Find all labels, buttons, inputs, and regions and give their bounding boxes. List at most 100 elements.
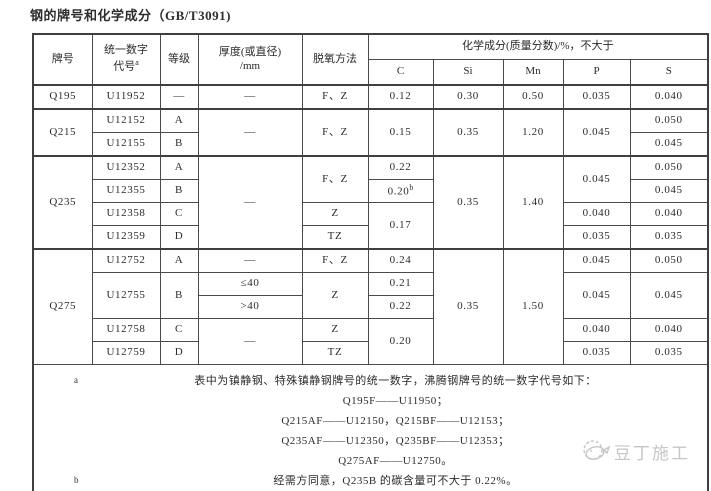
footnote-a-marker: a (74, 375, 78, 385)
table-row: U12759 D TZ 0.035 0.035 (33, 341, 709, 365)
footnote-line: Q235AF——U12350，Q235BF——U12353； (281, 435, 510, 447)
table-cell: — (159, 84, 199, 110)
table-cell: U12755 (91, 272, 161, 319)
table-cell: 0.50 (502, 84, 564, 110)
table-cell: 0.040 (629, 318, 709, 342)
table-cell: Q215 (32, 108, 93, 157)
table-cell: U12358 (91, 202, 161, 226)
table-cell: B (159, 179, 199, 203)
table-cell: 0.045 (562, 155, 631, 203)
table-row: Q215 U12152 A — F、Z 0.15 0.35 1.20 0.045 0.050 (32, 108, 709, 157)
table-cell: 0.15 (367, 108, 434, 157)
chem-subheader-row: C Si Mn P S (33, 59, 709, 86)
page-title: 钢的牌号和化学成分（GB/T3091) (30, 8, 231, 23)
col-header-mn: Mn (502, 59, 564, 86)
table-cell: 0.035 (562, 225, 631, 250)
col-header-chem: 化学成分(质量分数)/%，不大于 (367, 33, 709, 60)
table-header: 牌号 统一数字 代号a 等级 厚度(或直径) /mm 脱氧方法 化学成分(质量分… (32, 33, 709, 86)
watermark-text: 豆丁施工 (614, 443, 690, 463)
table-cell: U11952 (91, 84, 161, 110)
table-cell: U12152 (91, 108, 161, 133)
table-cell: 0.035 (562, 84, 631, 110)
footnote-line: Q195F——U11950； (342, 395, 449, 407)
table-cell: 0.30 (432, 84, 504, 110)
table-cell: 0.050 (629, 248, 709, 273)
table-cell: 0.21 (367, 272, 434, 296)
footnote-b: b 经需方同意，Q235B 的碳含量可不大于 0.22%。 (68, 471, 699, 491)
footnote-a-lines: Q195F——U11950； Q215AF——U12150，Q215BF——U12… (92, 391, 699, 471)
table-cell: 0.040 (562, 318, 631, 342)
fish-logo-icon (583, 440, 610, 460)
footnote-cell: a 表中为镇静钢、特殊镇静钢牌号的统一数字，沸腾钢牌号的统一数字代号如下： Q1… (32, 364, 709, 491)
table-cell: 0.035 (562, 341, 631, 365)
table-cell: F、Z (301, 84, 369, 110)
table-cell: U12352 (91, 155, 161, 180)
table-row: >40 0.22 (33, 295, 708, 319)
table-cell: Z (301, 202, 369, 226)
table-cell: 0.20 (367, 318, 434, 365)
table-cell: TZ (301, 341, 369, 365)
col-header-c: C (367, 59, 434, 86)
table-row: Q275 U12752 A — F、Z 0.24 0.35 1.50 0.045 0.050 (32, 248, 709, 365)
table-cell: 0.20b (367, 179, 434, 203)
table-cell: 0.045 (562, 108, 631, 157)
col-header-code: 统一数字 代号a (91, 33, 161, 86)
footnote-ref-a: a (135, 58, 139, 68)
table-cell: A (159, 248, 199, 273)
table-row: U12355 B 0.20b 0.045 (33, 179, 709, 203)
table-body: Q195 U11952— — F、Z 0.12 0.30 0.50 0.035 0.040 Q21… (32, 84, 709, 365)
table-cell: U12759 (91, 341, 161, 365)
table-cell: 0.040 (629, 202, 709, 226)
col-header-s: S (629, 59, 709, 86)
table-cell: 0.040 (629, 84, 709, 110)
table-cell: F、Z (301, 155, 369, 203)
footnote-a: a 表中为镇静钢、特殊镇静钢牌号的统一数字，沸腾钢牌号的统一数字代号如下： Q1… (68, 371, 699, 471)
table-cell: 0.12 (367, 84, 434, 110)
footnote-ref-b: b (409, 182, 414, 192)
table-cell: 0.035 (629, 341, 709, 365)
col-header-p: P (562, 59, 631, 86)
table-cell: D (159, 341, 199, 365)
table-cell: Z (301, 272, 369, 319)
table-cell: >40 (197, 295, 303, 319)
table-row: Q235 U12352 A — F、Z 0.22 0.35 1.40 0.045 0.050 (32, 155, 709, 250)
table-cell: B (159, 272, 199, 319)
watermark: 豆丁施工 (580, 438, 690, 464)
col-header-deox: 脱氧方法 (301, 33, 369, 86)
table-row: Q195 U11952— — F、Z 0.12 0.30 0.50 0.035 0.040 (32, 84, 709, 110)
footnote-line: Q275AF——U12750。 (338, 455, 453, 467)
table-cell: ≤40 (197, 272, 303, 296)
steel-grades-table: 牌号 统一数字 代号a 等级 厚度(或直径) /mm 脱氧方法 化学成分(质量分… (32, 33, 709, 491)
table-cell: — (197, 318, 303, 365)
table-cell: U12359 (91, 225, 161, 250)
table-cell: 0.35 (432, 108, 504, 157)
table-cell: TZ (301, 225, 369, 250)
table-cell: 0.045 (562, 248, 631, 273)
table-cell: 0.24 (367, 248, 434, 273)
table-cell: — (197, 155, 303, 250)
table-cell: — (197, 248, 303, 273)
table-cell: 0.050 (629, 155, 709, 180)
table-cell: — (197, 84, 303, 110)
table-cell: F、Z (301, 108, 369, 157)
table-cell: 0.045 (629, 179, 709, 203)
table-cell: U12758 (91, 318, 161, 342)
table-cell: C (159, 202, 199, 226)
table-cell: 0.35 (432, 248, 504, 365)
table-cell: Q195 (32, 84, 93, 110)
table-cell: U12155 (91, 132, 161, 157)
table-cell: F、Z (301, 248, 369, 273)
table-row: U12358 C Z 0.17 0.040 0.040 (33, 202, 709, 250)
table-cell: 0.035 (629, 225, 709, 250)
table-cell: 0.040 (562, 202, 631, 226)
table-footnotes: a 表中为镇静钢、特殊镇静钢牌号的统一数字，沸腾钢牌号的统一数字代号如下： Q1… (32, 364, 709, 491)
footnote-a-text: 表中为镇静钢、特殊镇静钢牌号的统一数字，沸腾钢牌号的统一数字代号如下： (194, 375, 597, 387)
table-cell: U12752 (91, 248, 161, 273)
table-cell: A (159, 108, 199, 133)
table-cell: 0.17 (367, 202, 434, 250)
table-row: U12758 C — Z 0.20 0.040 0.040 (33, 318, 709, 365)
table-row: U12359 D TZ 0.035 0.035 (33, 225, 709, 250)
col-header-level: 等级 (159, 33, 199, 86)
table-cell: — (197, 108, 303, 157)
